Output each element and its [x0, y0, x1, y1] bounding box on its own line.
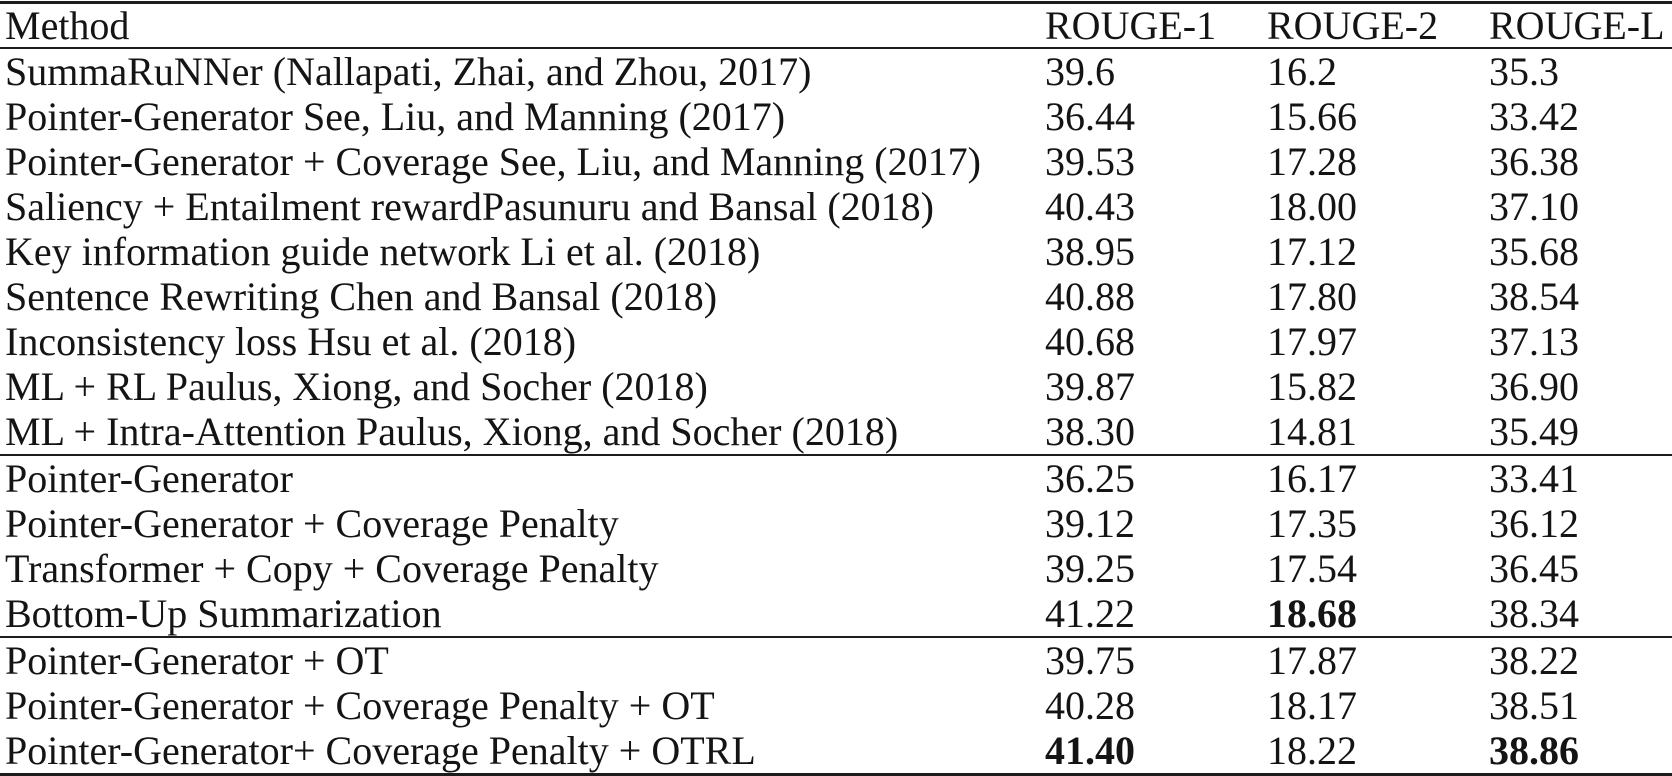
rouge2-cell: 18.68	[1267, 591, 1357, 636]
rouge1-cell: 39.25	[1045, 546, 1135, 591]
rouge1-cell: 40.88	[1045, 274, 1135, 319]
table-row: Sentence Rewriting Chen and Bansal (2018…	[0, 274, 1672, 319]
rouge1-cell: 41.22	[1045, 591, 1135, 636]
rouge2-cell: 17.80	[1267, 274, 1357, 319]
rougel-cell: 38.22	[1489, 638, 1579, 683]
method-cell: ML + Intra-Attention Paulus, Xiong, and …	[5, 409, 899, 454]
rouge2-cell: 17.97	[1267, 319, 1357, 364]
table-row: SummaRuNNer (Nallapati, Zhai, and Zhou, …	[0, 48, 1672, 94]
col-header-rouge2: ROUGE-2	[1267, 3, 1439, 48]
rougel-cell: 35.68	[1489, 229, 1579, 274]
rouge1-cell: 36.44	[1045, 94, 1135, 139]
rouge1-cell: 38.95	[1045, 229, 1135, 274]
rouge1-cell: 36.25	[1045, 456, 1135, 501]
rouge1-cell: 41.40	[1045, 728, 1135, 773]
rouge2-cell: 15.66	[1267, 94, 1357, 139]
method-cell: Pointer-Generator+ Coverage Penalty + OT…	[5, 728, 756, 773]
rouge1-cell: 39.6	[1045, 49, 1115, 94]
method-cell: Pointer-Generator + Coverage Penalty + O…	[5, 683, 715, 728]
rouge2-cell: 17.54	[1267, 546, 1357, 591]
rouge1-cell: 40.43	[1045, 184, 1135, 229]
method-cell: Saliency + Entailment rewardPasunuru and…	[5, 184, 934, 229]
rouge2-cell: 17.28	[1267, 139, 1357, 184]
table-row: Inconsistency loss Hsu et al. (2018) 40.…	[0, 319, 1672, 364]
rouge1-cell: 39.87	[1045, 364, 1135, 409]
table-header: Method ROUGE-1 ROUGE-2 ROUGE-L	[0, 3, 1672, 48]
rouge1-cell: 40.28	[1045, 683, 1135, 728]
rougel-cell: 36.45	[1489, 546, 1579, 591]
method-cell: SummaRuNNer (Nallapati, Zhai, and Zhou, …	[5, 49, 812, 94]
rouge2-cell: 16.17	[1267, 456, 1357, 501]
table-row: Saliency + Entailment rewardPasunuru and…	[0, 184, 1672, 229]
rougel-cell: 35.3	[1489, 49, 1559, 94]
rougel-cell: 33.41	[1489, 456, 1579, 501]
table-row: Pointer-Generator + Coverage Penalty + O…	[0, 683, 1672, 728]
rougel-cell: 36.38	[1489, 139, 1579, 184]
rouge2-cell: 16.2	[1267, 49, 1337, 94]
rouge2-cell: 18.17	[1267, 683, 1357, 728]
method-cell: Inconsistency loss Hsu et al. (2018)	[5, 319, 577, 364]
rougel-cell: 37.13	[1489, 319, 1579, 364]
col-header-rouge1: ROUGE-1	[1045, 3, 1217, 48]
table-row: Pointer-Generator See, Liu, and Manning …	[0, 94, 1672, 139]
table-body: SummaRuNNer (Nallapati, Zhai, and Zhou, …	[0, 48, 1672, 775]
table-row: Pointer-Generator + OT 39.75 17.87 38.22	[0, 637, 1672, 683]
method-cell: Sentence Rewriting Chen and Bansal (2018…	[5, 274, 718, 319]
table-row: Pointer-Generator 36.25 16.17 33.41	[0, 455, 1672, 501]
rouge1-cell: 38.30	[1045, 409, 1135, 454]
rouge2-cell: 15.82	[1267, 364, 1357, 409]
rougel-cell: 38.51	[1489, 683, 1579, 728]
rouge1-cell: 39.75	[1045, 638, 1135, 683]
method-cell: ML + RL Paulus, Xiong, and Socher (2018)	[5, 364, 708, 409]
table-row: ML + Intra-Attention Paulus, Xiong, and …	[0, 409, 1672, 455]
method-cell: Pointer-Generator + Coverage Penalty	[5, 501, 619, 546]
method-cell: Transformer + Copy + Coverage Penalty	[5, 546, 659, 591]
rouge2-cell: 14.81	[1267, 409, 1357, 454]
table-row: Pointer-Generator+ Coverage Penalty + OT…	[0, 728, 1672, 775]
rouge2-cell: 18.22	[1267, 728, 1357, 773]
table-row: Bottom-Up Summarization 41.22 18.68 38.3…	[0, 591, 1672, 637]
rougel-cell: 38.86	[1489, 728, 1579, 773]
rougel-cell: 37.10	[1489, 184, 1579, 229]
rouge2-cell: 17.12	[1267, 229, 1357, 274]
rougel-cell: 36.90	[1489, 364, 1579, 409]
rouge1-cell: 39.12	[1045, 501, 1135, 546]
table-row: ML + RL Paulus, Xiong, and Socher (2018)…	[0, 364, 1672, 409]
table-row: Pointer-Generator + Coverage See, Liu, a…	[0, 139, 1672, 184]
rougel-cell: 38.34	[1489, 591, 1579, 636]
col-header-method: Method	[5, 3, 130, 48]
method-cell: Pointer-Generator	[5, 456, 293, 501]
header-row: Method ROUGE-1 ROUGE-2 ROUGE-L	[0, 3, 1672, 48]
method-cell: Pointer-Generator See, Liu, and Manning …	[5, 94, 786, 139]
method-cell: Pointer-Generator + OT	[5, 638, 389, 683]
method-cell: Bottom-Up Summarization	[5, 591, 442, 636]
table-row: Key information guide network Li et al. …	[0, 229, 1672, 274]
rougel-cell: 35.49	[1489, 409, 1579, 454]
rouge2-cell: 17.87	[1267, 638, 1357, 683]
rouge1-cell: 39.53	[1045, 139, 1135, 184]
rougel-cell: 38.54	[1489, 274, 1579, 319]
table-row: Transformer + Copy + Coverage Penalty 39…	[0, 546, 1672, 591]
method-cell: Key information guide network Li et al. …	[5, 229, 761, 274]
rouge1-cell: 40.68	[1045, 319, 1135, 364]
rouge2-cell: 18.00	[1267, 184, 1357, 229]
rougel-cell: 33.42	[1489, 94, 1579, 139]
table-row: Pointer-Generator + Coverage Penalty 39.…	[0, 501, 1672, 546]
rouge2-cell: 17.35	[1267, 501, 1357, 546]
rougel-cell: 36.12	[1489, 501, 1579, 546]
method-cell: Pointer-Generator + Coverage See, Liu, a…	[5, 139, 981, 184]
col-header-rougel: ROUGE-L	[1489, 3, 1665, 48]
